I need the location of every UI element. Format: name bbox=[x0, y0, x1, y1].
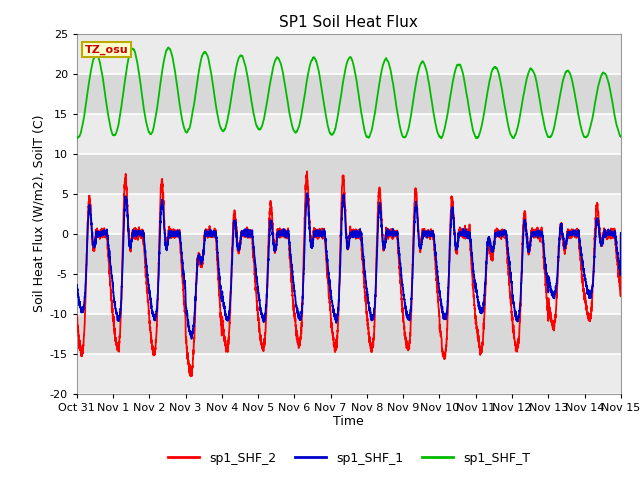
sp1_SHF_2 bbox=[502, 229, 509, 235]
Text: TZ_osu: TZ_osu bbox=[85, 44, 129, 55]
sp1_SHF_T bbox=[164, 45, 172, 50]
sp1_SHF_T bbox=[502, 108, 509, 114]
Bar bbox=[77, 274, 621, 313]
sp1_SHF_T bbox=[73, 136, 81, 142]
sp1_SHF_1 bbox=[303, 190, 311, 196]
Bar bbox=[77, 73, 621, 114]
sp1_SHF_T bbox=[617, 134, 625, 140]
sp1_SHF_1 bbox=[188, 336, 195, 342]
sp1_SHF_1 bbox=[73, 282, 81, 288]
Bar bbox=[77, 354, 621, 394]
sp1_SHF_2 bbox=[188, 373, 195, 379]
sp1_SHF_2 bbox=[616, 288, 624, 294]
sp1_SHF_2 bbox=[329, 331, 337, 337]
Line: sp1_SHF_1: sp1_SHF_1 bbox=[77, 193, 621, 339]
sp1_SHF_1 bbox=[329, 302, 337, 308]
sp1_SHF_T bbox=[329, 132, 337, 137]
Y-axis label: Soil Heat Flux (W/m2), SoilT (C): Soil Heat Flux (W/m2), SoilT (C) bbox=[33, 115, 45, 312]
sp1_SHF_1 bbox=[471, 281, 479, 287]
sp1_SHF_2 bbox=[617, 231, 625, 237]
Bar bbox=[77, 193, 621, 234]
Bar bbox=[77, 34, 621, 73]
sp1_SHF_1 bbox=[502, 230, 509, 236]
sp1_SHF_T bbox=[471, 132, 479, 138]
sp1_SHF_1 bbox=[616, 272, 624, 278]
X-axis label: Time: Time bbox=[333, 415, 364, 429]
Legend: sp1_SHF_2, sp1_SHF_1, sp1_SHF_T: sp1_SHF_2, sp1_SHF_1, sp1_SHF_T bbox=[163, 447, 535, 469]
Bar bbox=[77, 234, 621, 274]
sp1_SHF_T bbox=[171, 67, 179, 73]
Bar bbox=[77, 313, 621, 354]
sp1_SHF_2 bbox=[171, 231, 179, 237]
sp1_SHF_2 bbox=[471, 305, 479, 311]
Line: sp1_SHF_T: sp1_SHF_T bbox=[77, 48, 621, 139]
sp1_SHF_1 bbox=[617, 230, 625, 236]
sp1_SHF_2 bbox=[73, 312, 81, 318]
sp1_SHF_2 bbox=[441, 356, 449, 361]
Bar bbox=[77, 154, 621, 193]
Line: sp1_SHF_2: sp1_SHF_2 bbox=[77, 171, 621, 376]
sp1_SHF_2 bbox=[303, 168, 311, 174]
sp1_SHF_1 bbox=[441, 316, 449, 322]
Title: SP1 Soil Heat Flux: SP1 Soil Heat Flux bbox=[280, 15, 418, 30]
sp1_SHF_1 bbox=[171, 233, 179, 239]
Bar bbox=[77, 114, 621, 154]
sp1_SHF_T bbox=[616, 133, 624, 139]
sp1_SHF_T bbox=[441, 125, 449, 131]
sp1_SHF_T bbox=[73, 136, 81, 142]
